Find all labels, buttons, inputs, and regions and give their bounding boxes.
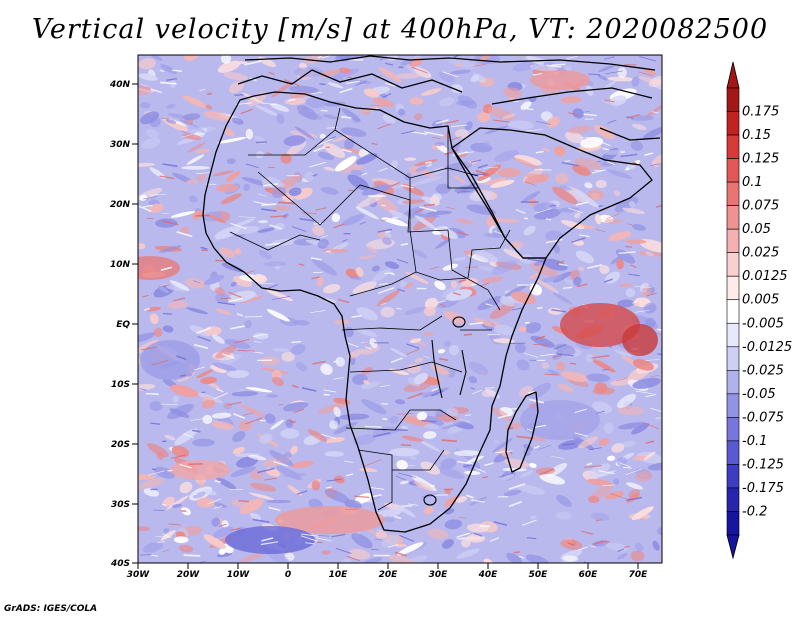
colorbar-cell xyxy=(726,205,740,230)
lat-label-eq: EQ xyxy=(116,320,130,330)
lon-label-10e: 10E xyxy=(329,570,349,580)
colorbar-cell xyxy=(726,370,740,395)
colorbar-label: 0.15 xyxy=(742,128,771,143)
lat-label-10n: 10N xyxy=(110,260,131,270)
colorbar-cell xyxy=(726,111,740,136)
colorbar-label: -0.2 xyxy=(742,504,767,519)
colorbar-cell xyxy=(726,487,740,512)
colorbar-label: 0.0125 xyxy=(742,269,788,284)
lat-label-20s: 20S xyxy=(111,440,130,450)
colorbar-label: 0.005 xyxy=(742,293,779,308)
colorbar-label: -0.075 xyxy=(742,410,784,425)
colorbar-top-arrow xyxy=(726,61,740,89)
axis-ticks xyxy=(132,83,639,569)
map-title: Vertical velocity [m/s] at 400hPa, VT: 2… xyxy=(31,14,769,45)
lon-label-20e: 20E xyxy=(379,570,399,580)
lon-label-0: 0 xyxy=(285,570,291,580)
colorbar-label: -0.125 xyxy=(742,457,784,472)
lat-label-30n: 30N xyxy=(110,140,131,150)
colorbar-label: -0.0125 xyxy=(742,340,792,355)
lat-label-40n: 40N xyxy=(109,80,131,90)
lon-label-20w: 20W xyxy=(177,570,201,580)
colorbar-label: -0.1 xyxy=(742,434,767,449)
velocity-field xyxy=(138,55,662,563)
colorbar-cell xyxy=(726,322,740,348)
colorbar-cell xyxy=(726,346,740,371)
colorbar-label: 0.05 xyxy=(742,222,771,237)
colorbar-label: -0.005 xyxy=(742,316,784,331)
country-borders xyxy=(229,107,511,511)
colorbar-cell xyxy=(726,417,740,442)
lat-label-30s: 30S xyxy=(111,500,130,510)
map-frame xyxy=(137,54,663,564)
colorbar-bottom-arrow xyxy=(726,534,740,560)
colorbar-cell xyxy=(726,511,740,536)
colorbar-label: 0.175 xyxy=(742,105,779,120)
colorbar-cell xyxy=(726,252,740,277)
lat-label-10s: 10S xyxy=(111,380,130,390)
lon-label-10w: 10W xyxy=(227,570,251,580)
colorbar: 0.175 0.15 0.125 0.1 0.075 0.05 0.025 0.0125 0.0… xyxy=(726,61,792,560)
lat-label-40s: 40S xyxy=(110,559,130,569)
lon-label-40e: 40E xyxy=(478,570,499,580)
lon-label-50e: 50E xyxy=(529,570,549,580)
colorbar-cell xyxy=(726,158,740,183)
colorbar-label: 0.1 xyxy=(742,175,763,190)
colorbar-label: -0.175 xyxy=(742,481,784,496)
footer-credit: GrADS: IGES/COLA xyxy=(4,604,98,614)
colorbar-cell xyxy=(726,87,740,112)
colorbar-cell xyxy=(726,440,740,465)
colorbar-cell xyxy=(726,393,740,418)
colorbar-label: 0.125 xyxy=(742,152,779,167)
colorbar-cell xyxy=(726,134,740,159)
lat-label-20n: 20N xyxy=(110,200,131,210)
colorbar-label: -0.05 xyxy=(742,387,776,402)
lon-label-30e: 30E xyxy=(429,570,449,580)
lon-label-60e: 60E xyxy=(579,570,599,580)
lon-label-30w: 30W xyxy=(127,570,151,580)
colorbar-label: 0.025 xyxy=(742,246,779,261)
colorbar-label: -0.025 xyxy=(742,363,784,378)
colorbar-cell xyxy=(726,464,740,489)
colorbar-label: 0.075 xyxy=(742,199,779,214)
lon-label-70e: 70E xyxy=(629,570,649,580)
colorbar-cell xyxy=(726,275,740,301)
colorbar-cell xyxy=(726,228,740,253)
colorbar-cell xyxy=(726,299,740,324)
lakes xyxy=(423,316,467,506)
colorbar-cell xyxy=(726,181,740,206)
coastlines xyxy=(202,55,661,533)
